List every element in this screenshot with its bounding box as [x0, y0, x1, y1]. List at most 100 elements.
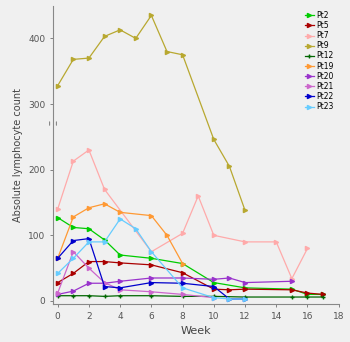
Pt12 [118, 294, 122, 298]
Pt12 [212, 294, 216, 299]
Pt23 [118, 217, 122, 221]
Pt5 [243, 287, 247, 291]
Pt7 [274, 240, 278, 244]
Pt5 [227, 288, 231, 292]
Line: Pt2: Pt2 [56, 215, 325, 297]
Pt7 [56, 207, 60, 211]
Pt7 [181, 231, 185, 235]
Pt9 [56, 83, 60, 88]
Pt2 [56, 215, 60, 220]
Pt20 [181, 276, 185, 280]
Pt22 [212, 285, 216, 289]
Pt2 [305, 292, 309, 297]
Pt22 [87, 237, 91, 241]
Pt2 [321, 292, 325, 297]
Pt5 [181, 271, 185, 275]
Pt23 [149, 250, 153, 254]
Pt5 [71, 271, 75, 275]
Pt22 [56, 256, 60, 260]
Line: Pt7: Pt7 [56, 148, 309, 281]
Pt9 [227, 165, 231, 169]
Pt20 [87, 281, 91, 285]
Pt7 [149, 250, 153, 254]
Pt23 [71, 256, 75, 260]
Pt19 [103, 202, 107, 206]
Line: Pt23: Pt23 [56, 217, 247, 301]
Pt2 [212, 280, 216, 285]
Pt21 [118, 288, 122, 292]
Pt22 [118, 286, 122, 290]
Pt23 [227, 297, 231, 301]
Pt12 [181, 294, 185, 299]
Pt2 [103, 238, 107, 242]
Pt2 [118, 253, 122, 257]
Pt7 [290, 277, 294, 281]
Pt23 [243, 297, 247, 301]
Pt2 [290, 287, 294, 291]
Pt12 [290, 295, 294, 299]
Pt12 [149, 294, 153, 298]
Pt7 [305, 246, 309, 250]
Pt20 [103, 281, 107, 285]
Pt9 [118, 28, 122, 32]
Pt9 [165, 50, 169, 54]
Pt22 [103, 285, 107, 289]
Pt5 [305, 291, 309, 295]
Pt20 [290, 279, 294, 283]
X-axis label: Week: Week [181, 327, 211, 337]
Pt7 [103, 187, 107, 192]
Pt21 [212, 295, 216, 300]
Line: Pt12: Pt12 [56, 294, 325, 299]
Pt12 [243, 295, 247, 299]
Pt9 [212, 137, 216, 142]
Pt19 [118, 210, 122, 214]
Pt19 [87, 206, 91, 210]
Pt2 [149, 256, 153, 260]
Pt20 [149, 276, 153, 280]
Pt19 [165, 233, 169, 237]
Pt22 [227, 297, 231, 301]
Pt19 [181, 262, 185, 266]
Pt22 [71, 238, 75, 242]
Pt9 [87, 56, 91, 60]
Line: Pt19: Pt19 [56, 202, 185, 266]
Pt19 [56, 256, 60, 260]
Pt23 [56, 271, 60, 275]
Pt23 [212, 295, 216, 300]
Line: Pt9: Pt9 [56, 13, 247, 212]
Pt2 [87, 227, 91, 231]
Pt9 [149, 13, 153, 17]
Pt12 [71, 294, 75, 298]
Pt12 [321, 295, 325, 299]
Pt5 [290, 288, 294, 292]
Pt20 [118, 279, 122, 283]
Pt5 [149, 263, 153, 267]
Pt7 [212, 233, 216, 237]
Pt9 [181, 53, 185, 57]
Pt21 [181, 292, 185, 297]
Pt21 [103, 280, 107, 285]
Pt5 [321, 292, 325, 297]
Pt23 [134, 227, 138, 231]
Pt21 [87, 266, 91, 270]
Line: Pt5: Pt5 [56, 260, 325, 297]
Pt7 [87, 148, 91, 152]
Pt21 [149, 290, 153, 294]
Pt9 [71, 57, 75, 62]
Pt22 [181, 281, 185, 285]
Pt2 [181, 262, 185, 266]
Pt12 [305, 295, 309, 299]
Pt20 [56, 292, 60, 297]
Pt23 [181, 286, 185, 290]
Pt9 [103, 34, 107, 38]
Pt7 [243, 240, 247, 244]
Pt12 [103, 294, 107, 299]
Y-axis label: Absolute lymphocyte count: Absolute lymphocyte count [13, 88, 22, 222]
Line: Pt20: Pt20 [56, 276, 294, 297]
Pt12 [87, 294, 91, 298]
Pt22 [243, 297, 247, 301]
Pt7 [71, 159, 75, 163]
Line: Pt21: Pt21 [56, 250, 216, 300]
Pt2 [243, 286, 247, 290]
Pt9 [134, 36, 138, 40]
